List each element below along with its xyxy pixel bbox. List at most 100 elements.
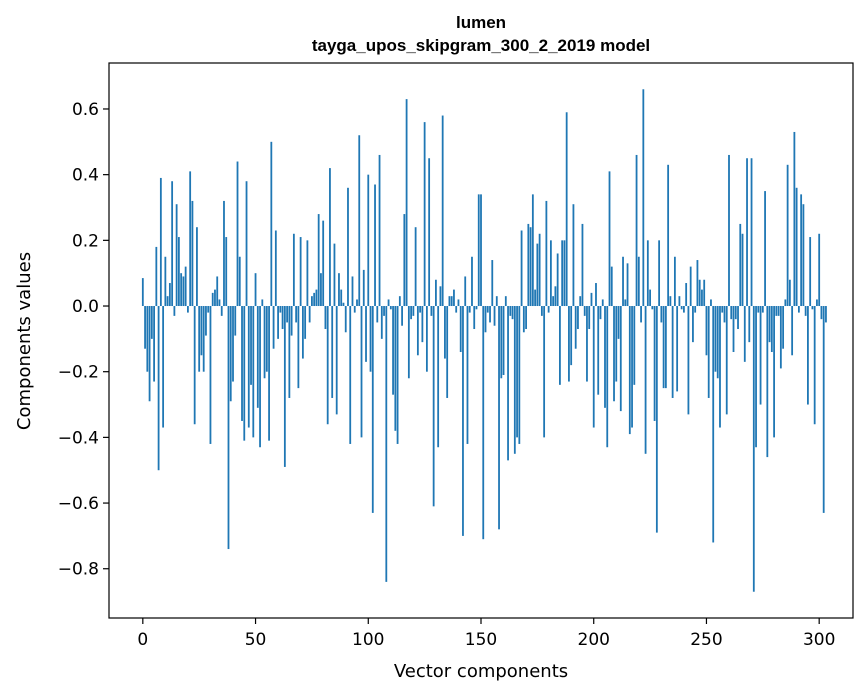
- bar-254: [714, 306, 717, 372]
- bar-141: [459, 306, 462, 352]
- bar-278: [768, 306, 771, 343]
- bar-286: [786, 164, 789, 307]
- bar-64: [286, 306, 289, 323]
- bar-29: [207, 306, 210, 313]
- bar-107: [383, 306, 385, 316]
- bar-248: [701, 289, 703, 307]
- bar-175: [536, 243, 539, 307]
- bar-10: [164, 256, 167, 307]
- bar-220: [637, 256, 640, 307]
- bar-42: [236, 161, 239, 307]
- bar-158: [498, 306, 500, 530]
- bar-262: [732, 306, 735, 352]
- bar-23: [193, 306, 196, 425]
- bar-265: [739, 223, 742, 307]
- bar-247: [698, 279, 701, 307]
- bar-100: [367, 174, 370, 307]
- bar-84: [331, 306, 334, 398]
- bar-201: [595, 283, 597, 307]
- bar-240: [683, 306, 685, 313]
- bar-173: [531, 194, 534, 307]
- bar-281: [775, 306, 778, 316]
- bar-93: [351, 276, 354, 307]
- bar-60: [277, 306, 279, 339]
- bar-277: [766, 306, 769, 458]
- chart-title: lumen: [456, 13, 506, 32]
- bar-244: [692, 306, 694, 343]
- bar-75: [311, 296, 313, 307]
- bar-177: [540, 306, 543, 316]
- bar-36: [223, 200, 225, 307]
- bar-143: [464, 276, 467, 307]
- bar-63: [283, 306, 286, 467]
- bar-62: [281, 306, 284, 330]
- bar-284: [782, 306, 785, 349]
- bar-171: [527, 223, 530, 307]
- bar-178: [543, 306, 546, 438]
- bar-12: [168, 283, 171, 307]
- bar-280: [773, 306, 775, 438]
- bar-230: [660, 306, 663, 323]
- bar-98: [362, 269, 365, 307]
- bar-192: [574, 306, 577, 349]
- bar-16: [177, 237, 180, 307]
- bar-155: [491, 260, 494, 307]
- bar-160: [502, 306, 505, 375]
- bar-26: [200, 306, 203, 356]
- bar-174: [534, 289, 537, 307]
- bar-33: [216, 276, 219, 307]
- bar-15: [175, 204, 178, 307]
- bar-97: [360, 306, 363, 438]
- bar-301: [820, 306, 823, 320]
- bar-108: [385, 306, 388, 582]
- y-tick-label: −0.6: [58, 494, 99, 514]
- bar-291: [797, 306, 800, 313]
- bar-69: [297, 306, 300, 389]
- bar-44: [241, 306, 243, 421]
- bar-159: [500, 306, 503, 379]
- bar-114: [398, 296, 401, 307]
- bar-55: [265, 306, 268, 372]
- bar-32: [214, 289, 216, 307]
- bar-195: [581, 223, 584, 307]
- bar-122: [416, 306, 419, 356]
- bar-76: [313, 292, 316, 307]
- bar-231: [662, 306, 665, 389]
- bar-3: [148, 306, 151, 402]
- bar-45: [243, 306, 246, 441]
- bar-166: [516, 306, 518, 438]
- bar-54: [263, 306, 266, 379]
- x-tick-label: 100: [352, 630, 384, 650]
- bar-257: [721, 306, 724, 313]
- bar-68: [295, 306, 298, 323]
- bar-149: [477, 194, 480, 307]
- bar-9: [162, 306, 165, 428]
- plot-area-frame: [108, 62, 854, 619]
- bar-72: [304, 306, 307, 339]
- bar-88: [340, 289, 343, 307]
- bar-123: [419, 306, 422, 313]
- bar-264: [737, 306, 739, 330]
- bar-112: [394, 306, 397, 431]
- bar-292: [800, 194, 803, 307]
- bar-212: [619, 306, 622, 412]
- bar-288: [791, 306, 794, 356]
- x-axis-ticks: 0 50 100 150 200 250 300: [137, 618, 835, 650]
- bar-234: [669, 296, 672, 307]
- bar-21: [189, 171, 192, 307]
- bar-31: [211, 292, 214, 307]
- bar-151: [482, 306, 485, 540]
- y-tick-label: −0.4: [58, 428, 99, 448]
- bar-57: [270, 141, 273, 307]
- bar-183: [554, 286, 557, 307]
- bar-80: [322, 220, 325, 307]
- bar-197: [586, 306, 588, 382]
- bar-211: [617, 306, 620, 339]
- bar-4: [150, 306, 153, 339]
- bar-255: [716, 306, 719, 379]
- bar-290: [795, 187, 798, 307]
- bar-37: [225, 237, 228, 307]
- bar-89: [342, 302, 345, 307]
- bar-272: [755, 306, 757, 448]
